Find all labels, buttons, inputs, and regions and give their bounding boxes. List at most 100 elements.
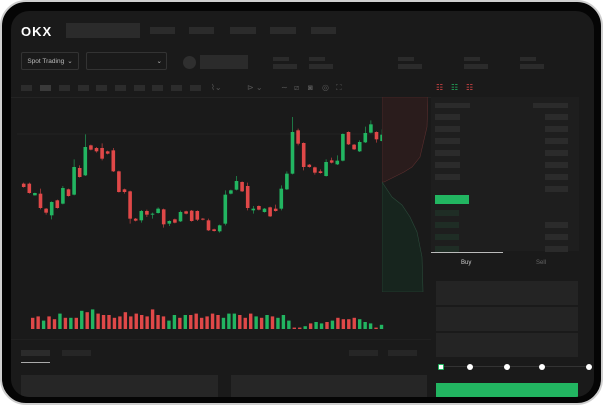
total-input[interactable]	[436, 333, 578, 357]
interval-8[interactable]	[152, 85, 163, 91]
candle-body	[133, 218, 138, 221]
percent-slider[interactable]	[441, 366, 589, 367]
candle	[156, 207, 160, 214]
candle-body	[290, 132, 295, 174]
candle-body	[111, 150, 116, 172]
stat-label-4	[464, 57, 480, 61]
interval-4[interactable]	[78, 85, 89, 91]
candle	[335, 155, 340, 165]
candle	[89, 144, 93, 151]
camera-icon[interactable]: ◙	[308, 83, 313, 92]
orderbook-bids-icon[interactable]: ☷	[451, 83, 459, 92]
nav-item-1[interactable]	[150, 27, 175, 34]
candle	[329, 157, 334, 164]
volume-bar	[90, 309, 95, 329]
stat-label-5	[520, 57, 536, 61]
ask-row-cell	[545, 186, 568, 192]
candle-body	[77, 168, 82, 177]
candlestick-chart[interactable]	[17, 112, 387, 242]
candle	[268, 206, 272, 217]
volume-bar	[379, 324, 384, 329]
candle-body	[257, 206, 261, 210]
nav-item-4[interactable]	[270, 27, 296, 34]
volume-bar	[63, 317, 68, 329]
interval-5[interactable]	[96, 85, 107, 91]
filter-button-2[interactable]	[388, 350, 417, 356]
candle-body	[346, 132, 351, 145]
interval-3[interactable]	[59, 85, 70, 91]
slider-stop-100[interactable]	[586, 364, 592, 370]
slider-stop-25[interactable]	[467, 364, 473, 370]
orderbook-both-icon[interactable]: ☷	[436, 83, 444, 92]
volume-bar	[232, 313, 237, 329]
search-bar[interactable]	[66, 23, 140, 38]
interval-7[interactable]	[134, 85, 145, 91]
volume-bar	[358, 319, 362, 329]
price-input[interactable]	[436, 281, 578, 305]
interval-1[interactable]	[21, 85, 32, 91]
pair-select[interactable]: ⌄	[86, 52, 167, 70]
interval-9[interactable]	[171, 85, 182, 91]
candle	[33, 192, 37, 196]
nav-item-3[interactable]	[230, 27, 256, 34]
settings-icon[interactable]: ◎	[322, 83, 329, 92]
candle-body	[285, 173, 289, 190]
buy-tab[interactable]: Buy	[461, 260, 472, 266]
candle-body	[38, 193, 43, 208]
ask-row-cell	[545, 138, 568, 144]
volume-bar	[199, 317, 204, 329]
interval-6[interactable]	[115, 85, 126, 91]
candle-body	[296, 130, 300, 144]
stat-label-2	[309, 57, 325, 61]
candle-body	[33, 193, 37, 196]
slider-handle[interactable]	[438, 364, 444, 370]
candle-body	[161, 209, 166, 225]
slider-stop-50[interactable]	[504, 364, 510, 370]
candle	[117, 170, 121, 193]
volume-bar	[308, 323, 313, 329]
buy-button[interactable]	[436, 383, 578, 397]
orderbook-header-amount	[533, 103, 568, 108]
chart-type-icon[interactable]: ⌇⌄	[211, 83, 222, 92]
candle	[133, 218, 138, 222]
candle	[324, 159, 328, 177]
candle-body	[27, 183, 32, 193]
stat-value-4	[464, 64, 488, 69]
interval-2[interactable]	[40, 85, 51, 91]
stat-value-5	[520, 64, 544, 69]
candle-body	[262, 208, 267, 212]
volume-bar	[161, 316, 166, 329]
candle	[94, 147, 99, 153]
nav-item-2[interactable]	[189, 27, 214, 34]
orderbook-header-price	[435, 103, 470, 108]
orderbook-asks-icon[interactable]: ☷	[466, 83, 474, 92]
interval-10[interactable]	[190, 85, 201, 91]
volume-bar	[336, 317, 340, 329]
stat-value-2	[309, 64, 333, 69]
candle	[290, 117, 295, 175]
sell-tab[interactable]: Sell	[536, 260, 547, 266]
indicator-icon[interactable]: ⊳ ⌄	[247, 83, 263, 92]
line-tool-icon[interactable]: ∼	[281, 83, 288, 92]
candle	[55, 199, 60, 209]
candle	[217, 224, 222, 233]
tab-order-history[interactable]	[62, 350, 91, 356]
slider-stop-75[interactable]	[539, 364, 545, 370]
candle-body	[150, 213, 155, 215]
volume-bar	[276, 317, 280, 329]
candle-body	[369, 124, 373, 133]
coin-icon	[183, 56, 196, 69]
amount-input[interactable]	[436, 307, 578, 331]
candle-body	[268, 207, 272, 217]
stat-value-1	[273, 64, 297, 69]
candle	[105, 150, 110, 155]
candle	[184, 210, 188, 215]
filter-button[interactable]	[349, 350, 378, 356]
candle-body	[374, 132, 379, 140]
market-type-label: Spot Trading	[27, 57, 65, 65]
ruler-icon[interactable]: ⧄	[294, 83, 300, 92]
fullscreen-icon[interactable]: ⛶	[336, 83, 342, 92]
nav-item-5[interactable]	[311, 27, 336, 34]
tab-open-orders[interactable]	[21, 350, 50, 356]
market-type-select[interactable]: Spot Trading ⌄	[21, 52, 79, 70]
